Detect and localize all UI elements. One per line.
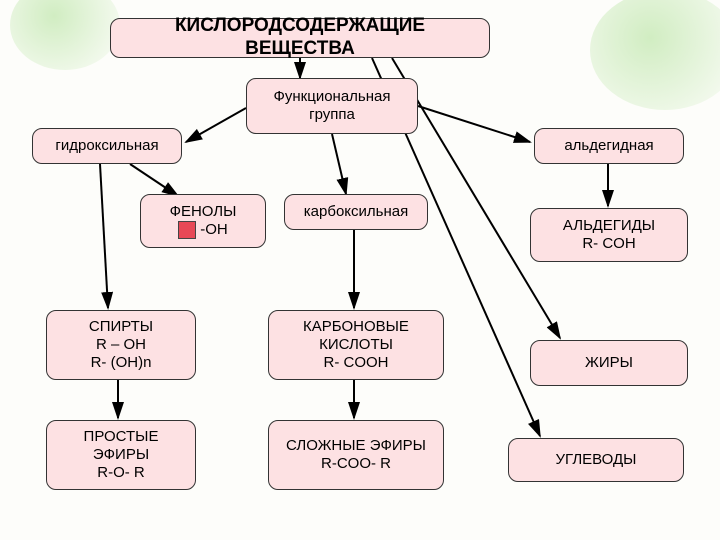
- edge-func-hydroxyl: [186, 108, 246, 142]
- aldehydes-text: АЛЬДЕГИДЫ R- COH: [563, 217, 655, 253]
- phenols-text: ФЕНОЛЫ: [170, 203, 237, 221]
- carboxyl-text: карбоксильная: [304, 203, 408, 221]
- hydroxyl-text: гидроксильная: [55, 137, 158, 155]
- edge-func-aldehyde_grp: [418, 106, 530, 142]
- acids-text: КАРБОНОВЫЕ КИСЛОТЫ R- COOH: [277, 318, 435, 372]
- diagram-stage: КИСЛОРОДСОДЕРЖАЩИЕ ВЕЩЕСТВА Функциональн…: [0, 0, 720, 540]
- node-functional-group: Функциональная группа: [246, 78, 418, 134]
- alcohols-text: СПИРТЫ R – OH R- (OH)n: [89, 318, 153, 372]
- node-acids: КАРБОНОВЫЕ КИСЛОТЫ R- COOH: [268, 310, 444, 380]
- title-text: КИСЛОРОДСОДЕРЖАЩИЕ ВЕЩЕСТВА: [119, 15, 481, 61]
- edge-hydroxyl-alcohols: [100, 164, 108, 308]
- decor-blob: [10, 0, 120, 70]
- node-ethers: ПРОСТЫЕ ЭФИРЫ R-O- R: [46, 420, 196, 490]
- node-title: КИСЛОРОДСОДЕРЖАЩИЕ ВЕЩЕСТВА: [110, 18, 490, 58]
- ethers-text: ПРОСТЫЕ ЭФИРЫ R-O- R: [55, 428, 187, 482]
- node-hydroxyl: гидроксильная: [32, 128, 182, 164]
- carbs-text: УГЛЕВОДЫ: [556, 451, 637, 469]
- node-fats: ЖИРЫ: [530, 340, 688, 386]
- edge-func-carboxyl: [332, 134, 346, 194]
- esters-text: СЛОЖНЫЕ ЭФИРЫ R-COO- R: [286, 437, 426, 473]
- node-aldehydes: АЛЬДЕГИДЫ R- COH: [530, 208, 688, 262]
- edge-hydroxyl-phenols: [130, 164, 178, 196]
- node-aldehyde-group: альдегидная: [534, 128, 684, 164]
- node-carboxyl: карбоксильная: [284, 194, 428, 230]
- node-esters: СЛОЖНЫЕ ЭФИРЫ R-COO- R: [268, 420, 444, 490]
- aldehyde-grp-text: альдегидная: [564, 137, 653, 155]
- node-phenols: ФЕНОЛЫ -OH: [140, 194, 266, 248]
- phenol-square-icon: [178, 221, 196, 239]
- fats-text: ЖИРЫ: [585, 354, 633, 372]
- node-carbs: УГЛЕВОДЫ: [508, 438, 684, 482]
- decor-blob: [590, 0, 720, 110]
- node-alcohols: СПИРТЫ R – OH R- (OH)n: [46, 310, 196, 380]
- phenols-formula: -OH: [178, 221, 228, 239]
- func-text: Функциональная группа: [255, 88, 409, 124]
